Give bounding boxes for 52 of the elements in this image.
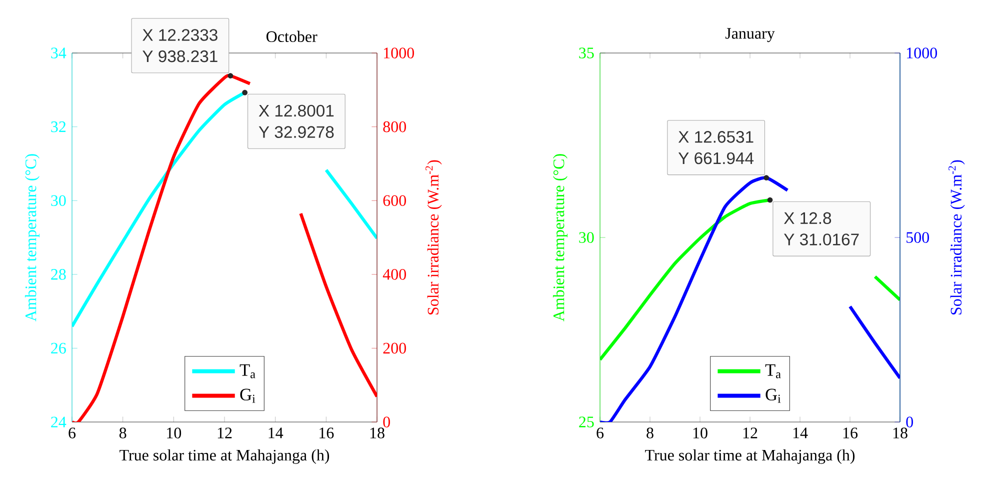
y2-tick-label: 1000: [384, 48, 414, 58]
x-tick-label: 12: [743, 428, 758, 438]
annotation: X 12.8: [784, 212, 832, 224]
annotation: X 12.8001: [258, 104, 334, 117]
y-axis-title: Ambient temperature (°C): [552, 154, 568, 322]
x-tick-label: 18: [370, 428, 384, 438]
y-tick-label: 35: [579, 48, 594, 58]
y-tick-label: 32: [51, 121, 66, 132]
legend-label: T$_{a}$: [240, 364, 256, 378]
y-tick-label: 25: [579, 416, 594, 428]
x-axis-title: True solar time at Mahajanga (h): [645, 449, 855, 464]
x-tick-label: 16: [843, 428, 858, 438]
y-tick-label: 30: [51, 195, 66, 206]
y2-tick-label: 0: [906, 416, 913, 428]
y-tick-label: 28: [51, 269, 66, 280]
y-tick-label: 24: [51, 416, 66, 428]
chart-title: October: [266, 30, 318, 42]
text: X 12.2333: [142, 29, 218, 41]
y2-tick-label: 1000: [907, 48, 937, 58]
annotation: Y 32.9278: [258, 126, 334, 138]
y2-tick-label: 600: [383, 195, 406, 206]
y2-tick-label: 400: [382, 269, 406, 280]
y2-tick-label: 800: [383, 121, 406, 132]
x-tick-label: 18: [893, 428, 908, 438]
y2-axis-title: Solar irradiance (W.m$^{-2}$): [948, 160, 965, 314]
x-axis-title: True solar time at Mahajanga (h): [120, 449, 330, 464]
y-tick-label: 30: [579, 232, 594, 243]
y2-axis-title: Solar irradiance (W.m$^{-2}$): [426, 160, 442, 314]
x-tick-label: 14: [268, 428, 284, 438]
chart-title: January: [725, 28, 775, 42]
y-tick-label: 26: [51, 342, 66, 354]
annotation: Y 938.231: [142, 50, 218, 62]
y-axis-title: Ambient temperature (°C): [24, 154, 40, 322]
legend-label: T$_{a}$: [765, 364, 781, 378]
x-tick-label: 10: [167, 428, 182, 438]
x-tick-label: 6: [596, 428, 604, 438]
annotation: Y 31.0167: [784, 234, 859, 246]
annotation: X 12.6531: [678, 131, 754, 143]
legend-label: G$_{i}$: [766, 388, 781, 403]
x-tick-label: 10: [693, 428, 708, 438]
y-tick-label: 34: [51, 48, 66, 58]
x-tick-label: 8: [119, 428, 126, 438]
y2-tick-label: 0: [383, 416, 390, 428]
y2-tick-label: 500: [906, 232, 929, 243]
x-tick-label: 8: [646, 428, 654, 438]
x-tick-label: 6: [68, 428, 76, 438]
x-tick-label: 14: [793, 428, 808, 438]
x-tick-label: 12: [218, 428, 232, 438]
y2-tick-label: 200: [383, 342, 406, 354]
annotation: Y 661.944: [678, 152, 754, 164]
legend-label: G$_{i}$: [240, 388, 256, 403]
x-tick-label: 16: [320, 428, 334, 438]
